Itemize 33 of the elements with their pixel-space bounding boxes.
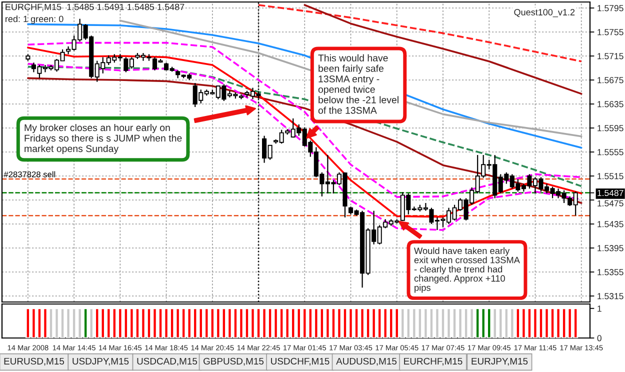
- annotation: Quest100_v1.2: [514, 9, 575, 18]
- y-tick-label: 1.5395: [598, 245, 624, 252]
- ref-line-label: #2837828 sell: [4, 171, 56, 178]
- text: red: 1 green: 0: [6, 16, 64, 24]
- text: AUDUSD,M15: [336, 358, 397, 366]
- y-tick-label: 1.5487: [598, 190, 624, 196]
- y-tick-label: 1.5595: [598, 125, 624, 132]
- annotation: This would have been fairly safe 13SMA entry - opened twice below the -21 level of the 13SMA: [318, 54, 398, 114]
- y-tick-label: 1: [598, 306, 602, 312]
- text: GBPUSD,M15: [204, 358, 264, 366]
- y-tick-label: 1.5755: [598, 29, 624, 36]
- annotation: Would have taken early exit when crossed 13SMA - clearly the trend had changed. Approx +110 pips: [414, 247, 520, 293]
- y-tick-label: 0: [597, 335, 602, 342]
- y-tick-label: 1.5355: [598, 269, 624, 276]
- y-tick-label: 1.5795: [598, 5, 624, 12]
- text: EURUSD,M15: [4, 358, 64, 366]
- y-tick-label: 1.5555: [598, 149, 624, 156]
- text: USDCAD,M15: [137, 358, 198, 366]
- text: USDJPY,M15: [72, 358, 129, 366]
- text: EURJPY,M15: [472, 358, 528, 366]
- text: EURCHF,M15: [404, 358, 462, 366]
- annotation: My broker closes an hour early on Fridays so there is s JUMP when the market opens Sunday: [24, 124, 182, 154]
- text: USDCHF,M15: [271, 358, 330, 366]
- y-tick-label: 1.5315: [598, 293, 624, 300]
- y-tick-label: 1.5715: [598, 53, 624, 60]
- y-tick-label: 1.5515: [598, 173, 624, 180]
- y-tick-label: 1.5475: [598, 200, 624, 206]
- y-tick-label: 1.5435: [598, 221, 624, 228]
- line-series: [258, 4, 582, 62]
- chart-title: EURCHF,M15 1.5485 1.5491 1.5485 1.5487: [6, 4, 184, 12]
- line-series: [304, 4, 582, 95]
- y-tick-label: 1.5635: [598, 101, 624, 108]
- y-tick-label: 1.5675: [598, 77, 624, 84]
